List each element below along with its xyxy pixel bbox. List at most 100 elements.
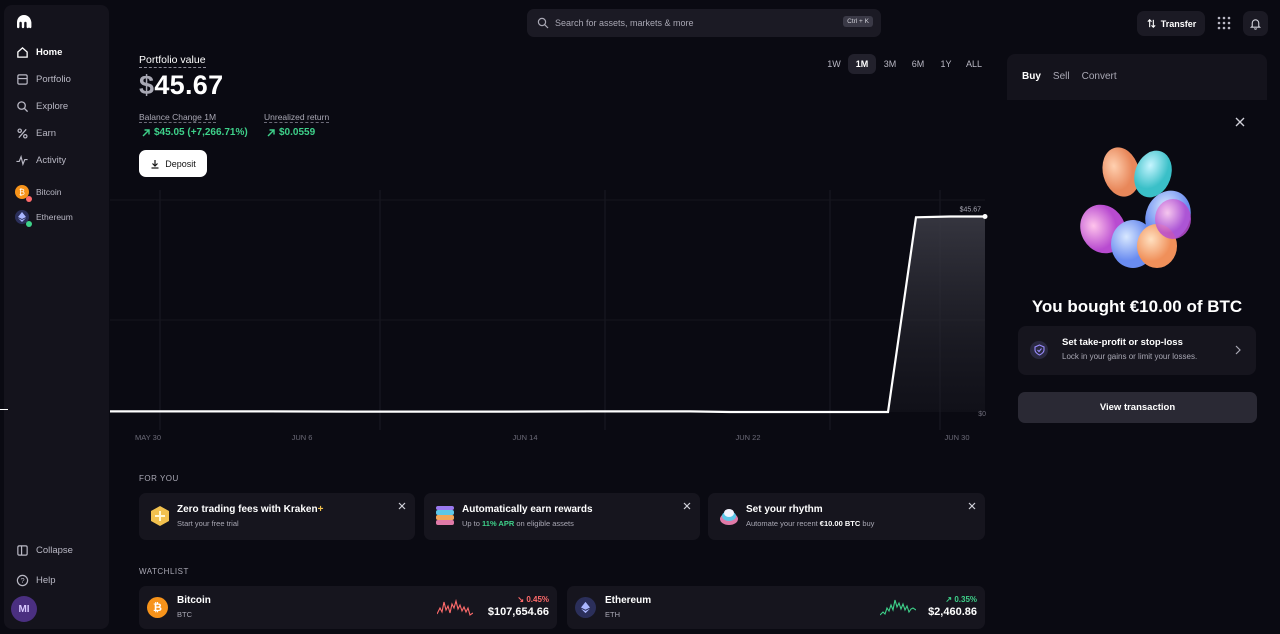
take-profit-subtitle: Lock in your gains or limit your losses. xyxy=(1062,352,1198,361)
search-placeholder: Search for assets, markets & more xyxy=(555,18,694,28)
purchase-title: You bought €10.00 of BTC xyxy=(1031,297,1243,316)
portfolio-amount: 45.67 xyxy=(154,70,224,100)
balance-change-label[interactable]: Balance Change 1M xyxy=(139,112,217,123)
kraken-logo[interactable] xyxy=(15,13,33,31)
close-icon[interactable] xyxy=(682,501,692,511)
unrealized-return-label[interactable]: Unrealized return xyxy=(264,112,330,123)
sidebar-asset-label: Bitcoin xyxy=(36,187,62,197)
download-icon xyxy=(151,159,159,169)
asset-price: $2,460.86 xyxy=(928,606,977,618)
bitcoin-icon: ₿ xyxy=(147,597,168,618)
sidebar-asset-ethereum[interactable]: Ethereum xyxy=(15,207,73,227)
range-3m[interactable]: 3M xyxy=(883,59,897,69)
tab-convert[interactable]: Convert xyxy=(1081,71,1117,82)
chart-line xyxy=(110,215,985,414)
coins-illustration xyxy=(1080,147,1191,268)
tab-buy[interactable]: Buy xyxy=(1022,71,1041,82)
search-icon xyxy=(537,17,549,29)
x-tick-label: JUN 22 xyxy=(735,433,760,442)
range-6m[interactable]: 6M xyxy=(911,59,925,69)
range-1w[interactable]: 1W xyxy=(827,59,841,69)
trade-tabs: Buy Sell Convert xyxy=(1022,71,1129,82)
apps-grid-icon[interactable] xyxy=(1216,15,1232,31)
sidebar-item-explore[interactable]: Explore xyxy=(15,96,68,116)
percent-icon xyxy=(15,126,29,140)
promo-title: Set your rhythm xyxy=(746,504,823,515)
unrealized-return-text: $0.0559 xyxy=(279,127,316,138)
watchlist-item-bitcoin[interactable]: ₿ Bitcoin BTC ↘ 0.45% $107,654.66 xyxy=(139,586,557,629)
chart-end-marker-label: $45.67 xyxy=(960,207,982,214)
range-1m[interactable]: 1M xyxy=(848,54,876,74)
portfolio-value-label[interactable]: Portfolio value xyxy=(139,54,206,68)
promo-subtitle: Start your free trial xyxy=(177,519,239,528)
collapse-label: Collapse xyxy=(36,544,73,556)
portfolio-icon xyxy=(15,72,29,86)
sidebar-item-activity[interactable]: Activity xyxy=(15,150,66,170)
rhythm-icon xyxy=(720,509,738,525)
sidebar-asset-label: Ethereum xyxy=(36,212,73,222)
search-input[interactable]: Search for assets, markets & more Ctrl +… xyxy=(527,9,881,37)
promo-title: Zero trading fees with Kraken+ xyxy=(177,504,324,515)
trade-panel xyxy=(1007,54,1267,104)
collapse-button[interactable]: Collapse xyxy=(15,540,73,560)
watchlist-title: WATCHLIST xyxy=(139,567,189,576)
help-button[interactable]: ? Help xyxy=(15,570,56,590)
stacked-coins-icon xyxy=(436,506,454,525)
shield-icon xyxy=(1030,341,1048,359)
sidebar: Home Portfolio Explore Earn Activity ₿ B… xyxy=(4,5,109,629)
sparkline-bitcoin xyxy=(437,598,473,616)
sidebar-item-label: Activity xyxy=(36,154,67,166)
x-tick-label: MAY 30 xyxy=(135,433,161,442)
watchlist-item-ethereum[interactable]: Ethereum ETH ↗ 0.35% $2,460.86 xyxy=(567,586,985,629)
promo-subtitle: Automate your recent €10.00 BTC buy xyxy=(746,519,875,528)
close-icon[interactable] xyxy=(1234,116,1246,128)
promo-card-earn-rewards[interactable]: Automatically earn rewards Up to 11% APR… xyxy=(424,493,700,540)
transfer-button[interactable]: Transfer xyxy=(1137,11,1205,36)
balance-change-text: $45.05 (+7,266.71%) xyxy=(154,127,248,138)
balance-change-value: $45.05 (+7,266.71%) xyxy=(141,127,248,138)
promo-card-kraken-plus[interactable]: Zero trading fees with Kraken+ Start you… xyxy=(139,493,415,540)
chart-end-marker xyxy=(982,214,988,220)
deposit-button[interactable]: Deposit xyxy=(139,150,207,177)
view-transaction-button[interactable]: View transaction xyxy=(1018,392,1257,423)
take-profit-card[interactable]: Set take-profit or stop-loss Lock in you… xyxy=(1018,326,1256,375)
asset-name: Bitcoin xyxy=(177,595,211,606)
avatar[interactable]: MI xyxy=(11,596,37,622)
promo-title: Automatically earn rewards xyxy=(462,504,593,515)
sidebar-item-portfolio[interactable]: Portfolio xyxy=(15,69,71,89)
close-icon[interactable] xyxy=(967,501,977,511)
asset-ticker: BTC xyxy=(177,610,192,619)
asset-ticker: ETH xyxy=(605,610,620,619)
purchase-confirmation-modal: You bought €10.00 of BTC Set take-profit… xyxy=(1007,100,1275,634)
arrow-up-right-icon xyxy=(267,128,275,136)
take-profit-title: Set take-profit or stop-loss xyxy=(1062,337,1183,348)
chart-left-cursor xyxy=(0,409,8,410)
range-1y[interactable]: 1Y xyxy=(940,59,952,69)
help-icon: ? xyxy=(15,573,29,587)
tab-sell[interactable]: Sell xyxy=(1052,71,1070,82)
close-icon[interactable] xyxy=(397,501,407,511)
sparkline-ethereum xyxy=(880,599,916,616)
promo-subtitle: Up to 11% APR on eligible assets xyxy=(462,519,574,528)
sidebar-item-home[interactable]: Home xyxy=(15,42,62,62)
sidebar-item-earn[interactable]: Earn xyxy=(15,123,56,143)
x-tick-label: JUN 6 xyxy=(292,433,313,442)
notifications-button[interactable] xyxy=(1243,11,1268,36)
price-change: ↗ 0.35% xyxy=(945,595,977,604)
transfer-label: Transfer xyxy=(1160,18,1197,29)
search-shortcut-badge: Ctrl + K xyxy=(843,16,873,27)
home-icon xyxy=(15,45,29,59)
sidebar-item-label: Home xyxy=(36,46,63,58)
asset-name: Ethereum xyxy=(605,595,652,606)
collapse-icon xyxy=(15,543,29,557)
range-all[interactable]: ALL xyxy=(965,59,982,69)
portfolio-chart[interactable]: $45.67 $0 MAY 30 JUN 6 JUN 14 JUN 22 JUN 30 xyxy=(110,190,990,450)
activity-icon xyxy=(15,153,29,167)
ethereum-icon xyxy=(575,597,596,618)
arrow-up-right-icon xyxy=(142,128,150,136)
sidebar-asset-bitcoin[interactable]: ₿ Bitcoin xyxy=(15,182,62,202)
time-range-selector: 1W 1M 3M 6M 1Y ALL xyxy=(820,54,988,74)
portfolio-value: $45.67 xyxy=(139,70,223,101)
promo-card-recurring-buy[interactable]: Set your rhythm Automate your recent €10… xyxy=(708,493,985,540)
search-icon xyxy=(15,99,29,113)
